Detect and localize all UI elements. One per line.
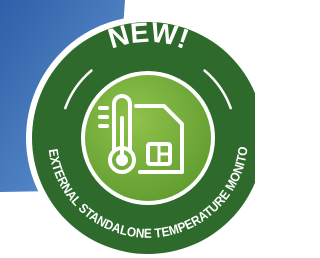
badge-graphic: NEW! EXTERNAL STANDALONE TEMPERATURE MON… xyxy=(0,0,255,258)
page: {"badge": {"headline": "NEW!", "caption"… xyxy=(0,0,255,258)
inner-disc xyxy=(85,75,211,201)
